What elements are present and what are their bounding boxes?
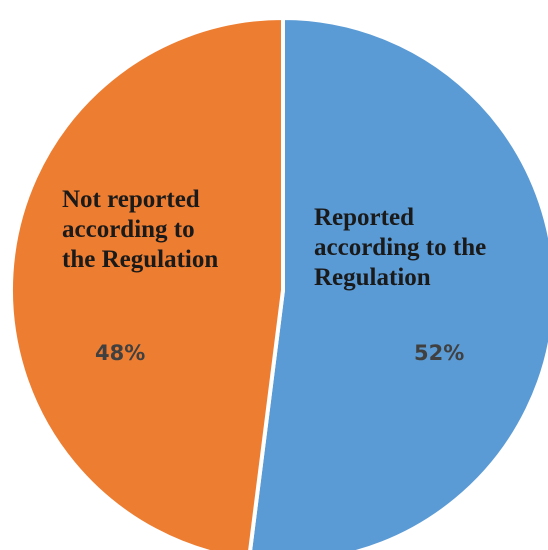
slice-label-not-reported-line-1: Not reported [62, 186, 200, 213]
slice-value-not-reported: 48% [95, 341, 145, 365]
pie-slice-not-reported [8, 16, 285, 550]
pie-slice-reported [248, 16, 548, 550]
slice-value-reported: 52% [414, 341, 464, 365]
slice-label-reported-line-1: Reported [314, 204, 414, 231]
slice-label-not-reported: Not reported according to the Regulation [62, 186, 218, 273]
slice-label-not-reported-line-2: according to [62, 216, 195, 243]
slice-label-reported-line-2: according to the [314, 234, 486, 261]
slice-label-not-reported-line-3: the Regulation [62, 246, 218, 273]
slice-label-reported: Reported according to the Regulation [314, 204, 492, 291]
slice-label-reported-line-3: Regulation [314, 264, 431, 291]
pie-slices [8, 16, 548, 550]
